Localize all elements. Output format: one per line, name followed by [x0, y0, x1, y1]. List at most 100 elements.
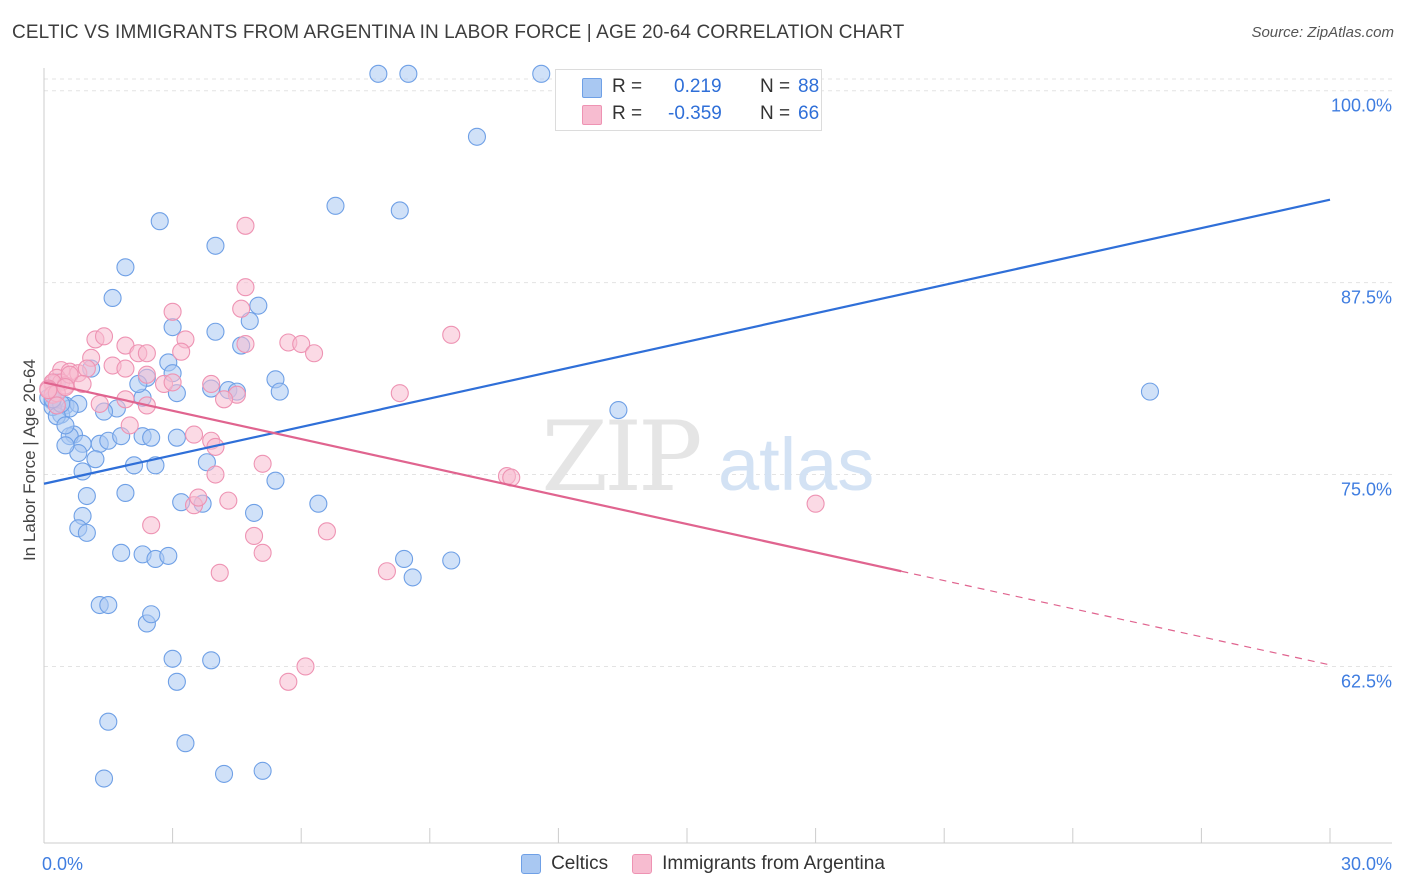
argentina-n-label: N = [760, 103, 791, 124]
argentina-point [232, 299, 251, 318]
celtics-point [214, 764, 234, 783]
watermark-atlas: atlas [718, 423, 874, 506]
argentina-point [292, 334, 311, 354]
celtics-point [176, 734, 195, 753]
celtics-n-value: 88 [798, 76, 820, 97]
source-label: Source: ZipAtlas.com [1251, 24, 1394, 41]
argentina-point [244, 526, 264, 545]
trend-layer [43, 198, 1331, 666]
chart-title: CELTIC VS IMMIGRANTS FROM ARGENTINA IN L… [12, 22, 905, 43]
argentina-point [90, 394, 109, 413]
chart-legend: Celtics Immigrants from Argentina [0, 851, 1406, 877]
celtics-point [116, 258, 135, 277]
celtics-point [395, 549, 414, 569]
argentina-point [279, 672, 298, 691]
argentina-point [137, 344, 156, 363]
legend-label-celtics: Celtics [551, 853, 609, 874]
celtics-point [202, 651, 221, 670]
argentina-point [94, 327, 114, 346]
legend-item-celtics[interactable]: Celtics [521, 853, 608, 875]
argentina-point [390, 384, 409, 403]
legend-item-argentina[interactable]: Immigrants from Argentina [632, 853, 885, 875]
celtics-point [163, 318, 182, 337]
watermark-zip: ZIP [541, 401, 700, 513]
argentina-point [442, 325, 461, 344]
celtics-point [249, 296, 268, 315]
argentina-swatch [582, 105, 602, 125]
argentina-point [296, 657, 315, 676]
argentina-point [137, 365, 156, 384]
celtics-point [142, 605, 161, 624]
argentina-point [236, 216, 255, 235]
celtics-r-label: R = [612, 76, 643, 97]
celtics-point [167, 672, 186, 691]
celtics-point [86, 450, 105, 469]
stats-box: R = 0.219 N = 88 R = -0.359 N = 66 [555, 69, 822, 131]
axis-layer [43, 68, 1392, 844]
argentina-r-label: R = [612, 103, 643, 124]
argentina-point [219, 491, 238, 510]
celtics-point [369, 64, 388, 83]
argentina-point [39, 381, 58, 400]
argentina-r-value: -0.359 [668, 103, 722, 124]
celtics-point [94, 769, 114, 788]
argentina-point [210, 563, 229, 582]
argentina-point [806, 494, 825, 513]
celtics-point [163, 649, 182, 668]
celtics-point [103, 288, 122, 308]
argentina-point [214, 390, 234, 409]
legend-swatch-celtics [521, 854, 542, 874]
argentina-point [116, 359, 135, 378]
argentina-point [317, 522, 336, 541]
celtics-n-label: N = [760, 76, 791, 97]
y-tick-label: 100.0% [1331, 96, 1392, 116]
argentina-point [236, 334, 255, 354]
celtics-point [206, 236, 225, 255]
celtics-point [326, 196, 345, 215]
celtics-point [399, 64, 418, 83]
argentina-point [172, 342, 191, 361]
celtics-point [403, 568, 422, 587]
celtics-point [244, 503, 264, 522]
celtics-point [56, 436, 75, 455]
argentina-point [189, 488, 208, 507]
y-tick-label: 75.0% [1341, 480, 1392, 500]
celtics-point [390, 201, 409, 220]
argentina-point [236, 278, 255, 297]
argentina-point [184, 425, 204, 444]
celtics-point [142, 428, 161, 447]
argentina-trend-line [43, 381, 902, 573]
argentina-point [47, 396, 66, 415]
watermark: ZIP atlas [541, 401, 874, 513]
argentina-point [163, 302, 182, 321]
argentina-point [120, 416, 139, 435]
celtics-point [309, 494, 328, 513]
celtics-point [56, 416, 75, 435]
argentina-point [142, 516, 161, 535]
celtics-point [206, 322, 225, 341]
argentina-point [377, 562, 396, 581]
x-tick-label: 0.0% [42, 854, 83, 874]
argentina-point [163, 373, 182, 392]
y-tick-label: 62.5% [1341, 671, 1392, 691]
legend-swatch-argentina [632, 854, 653, 874]
celtics-point [609, 400, 628, 420]
celtics-point [532, 64, 551, 83]
celtics-point [99, 595, 118, 615]
celtics-point [99, 712, 118, 731]
celtics-point [150, 212, 169, 231]
tick-labels: 100.0% 87.5% 75.0% 62.5% 0.0% 30.0% [42, 96, 1392, 874]
celtics-point [77, 486, 96, 506]
celtics-point [116, 483, 135, 503]
argentina-trend-extension [901, 570, 1331, 666]
argentina-point [253, 543, 272, 562]
argentina-n-value: 66 [798, 103, 820, 124]
x-tick-label: 30.0% [1341, 854, 1392, 874]
celtics-point [112, 543, 131, 562]
celtics-point [1140, 382, 1160, 401]
argentina-point [253, 454, 272, 473]
celtics-point [266, 471, 285, 490]
celtics-point [240, 311, 259, 331]
legend-label-argentina: Immigrants from Argentina [662, 853, 885, 874]
